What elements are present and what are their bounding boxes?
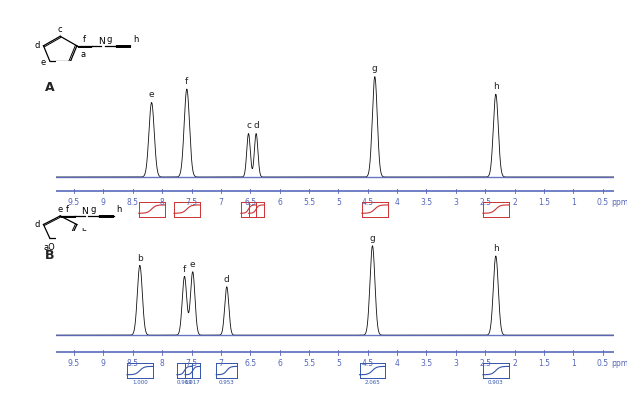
Text: 7.5: 7.5 <box>186 358 198 367</box>
Text: 4.5: 4.5 <box>362 358 374 367</box>
Text: 3: 3 <box>453 197 458 206</box>
Text: e: e <box>58 205 63 214</box>
Text: 5: 5 <box>336 197 341 206</box>
Text: 6.5: 6.5 <box>244 358 256 367</box>
Text: 0.969: 0.969 <box>177 379 192 384</box>
Text: B: B <box>45 248 55 261</box>
Text: 8.5: 8.5 <box>127 197 139 206</box>
Text: h: h <box>117 205 122 214</box>
Text: 3.5: 3.5 <box>421 358 433 367</box>
Text: h: h <box>493 82 498 91</box>
Text: 9.5: 9.5 <box>68 358 80 367</box>
Text: 3: 3 <box>453 358 458 367</box>
Text: g: g <box>107 35 112 44</box>
Text: 7: 7 <box>218 358 223 367</box>
Text: 1.5: 1.5 <box>538 197 550 206</box>
Text: h: h <box>493 244 498 253</box>
Text: d: d <box>34 219 40 228</box>
Text: c: c <box>246 121 251 130</box>
Text: g: g <box>369 233 376 242</box>
Text: ppm: ppm <box>611 358 627 367</box>
Text: 9.5: 9.5 <box>68 197 80 206</box>
Text: 0.5: 0.5 <box>597 358 609 367</box>
Text: 2: 2 <box>512 358 517 367</box>
Text: d: d <box>34 41 40 50</box>
Text: 5.5: 5.5 <box>303 358 315 367</box>
Text: 7.5: 7.5 <box>186 197 198 206</box>
Text: e: e <box>190 259 196 268</box>
Text: 9: 9 <box>101 358 106 367</box>
Text: 4: 4 <box>394 358 399 367</box>
Text: 1.017: 1.017 <box>185 379 201 384</box>
Text: 8.5: 8.5 <box>127 358 139 367</box>
Text: d: d <box>253 121 259 130</box>
Text: 1: 1 <box>571 358 576 367</box>
Text: 0.953: 0.953 <box>219 379 234 384</box>
Text: f: f <box>83 35 86 44</box>
Text: 4.5: 4.5 <box>362 197 374 206</box>
Text: a: a <box>81 50 86 59</box>
Text: 8: 8 <box>160 358 164 367</box>
Text: 1: 1 <box>571 197 576 206</box>
Text: 2.5: 2.5 <box>479 197 491 206</box>
Text: 5: 5 <box>336 358 341 367</box>
Text: b: b <box>81 228 86 237</box>
Text: h: h <box>133 35 139 44</box>
Text: 0.903: 0.903 <box>488 379 503 384</box>
Text: f: f <box>185 77 189 86</box>
Text: 2.5: 2.5 <box>479 358 491 367</box>
Text: g: g <box>90 205 96 214</box>
Text: d: d <box>224 274 229 283</box>
Text: 6: 6 <box>277 358 282 367</box>
Text: 3.5: 3.5 <box>421 197 433 206</box>
Text: f: f <box>66 205 69 214</box>
Text: 9: 9 <box>101 197 106 206</box>
Text: 4: 4 <box>394 197 399 206</box>
Text: 5.5: 5.5 <box>303 197 315 206</box>
Text: 2: 2 <box>512 197 517 206</box>
Text: f: f <box>183 264 186 273</box>
Text: ppm: ppm <box>611 197 627 206</box>
Text: 8: 8 <box>160 197 164 206</box>
Text: b: b <box>137 253 143 262</box>
Text: N: N <box>98 37 105 46</box>
Text: c: c <box>58 25 63 34</box>
Text: 6.5: 6.5 <box>244 197 256 206</box>
Text: e: e <box>40 57 46 66</box>
Text: 1.5: 1.5 <box>538 358 550 367</box>
Text: e: e <box>149 90 154 99</box>
Text: 6: 6 <box>277 197 282 206</box>
Text: 1.000: 1.000 <box>132 379 148 384</box>
Text: g: g <box>372 64 377 73</box>
Text: aO: aO <box>43 242 55 251</box>
Text: 2.065: 2.065 <box>364 379 381 384</box>
Text: N: N <box>82 207 88 216</box>
Text: 7: 7 <box>218 197 223 206</box>
Text: A: A <box>45 81 55 93</box>
Text: O: O <box>68 66 75 75</box>
Text: 0.5: 0.5 <box>597 197 609 206</box>
